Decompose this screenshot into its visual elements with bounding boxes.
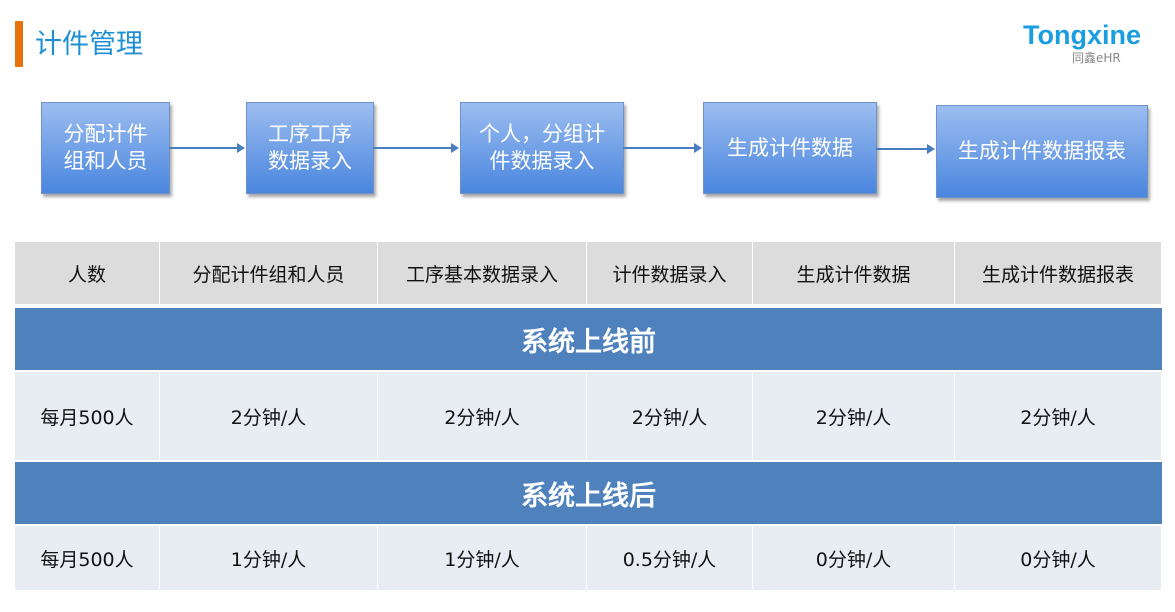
flow-step-text: 个人，分组计 xyxy=(479,122,605,146)
cell: 0分钟/人 xyxy=(753,526,955,590)
cell: 0分钟/人 xyxy=(955,526,1162,590)
flow-arrow xyxy=(169,143,245,153)
flow-arrow xyxy=(876,144,935,154)
section-band-before: 系统上线前 xyxy=(15,308,1162,370)
flow-step-1: 分配计件 组和人员 xyxy=(41,102,170,194)
cell: 2分钟/人 xyxy=(160,372,378,460)
flow-step-text: 生成计件数据 xyxy=(727,135,853,160)
flow-step-5: 生成计件数据报表 xyxy=(936,105,1148,198)
logo-wordmark: Tongxine xyxy=(1023,20,1141,50)
flow-arrow xyxy=(623,143,702,153)
col-header: 分配计件组和人员 xyxy=(160,242,378,304)
cell: 1分钟/人 xyxy=(160,526,378,590)
logo: Tongxine 同鑫eHR xyxy=(1012,20,1152,66)
flow-step-text: 生成计件数据报表 xyxy=(958,139,1126,163)
cell: 0.5分钟/人 xyxy=(587,526,753,590)
flow-step-text: 数据录入 xyxy=(268,149,352,173)
col-header: 计件数据录入 xyxy=(587,242,753,304)
cell: 2分钟/人 xyxy=(378,372,587,460)
col-header: 生成计件数据报表 xyxy=(955,242,1162,304)
flow-arrow xyxy=(373,143,459,153)
cell: 2分钟/人 xyxy=(955,372,1162,460)
flow-step-text: 工序工序 xyxy=(268,122,352,146)
flow-step-text: 件数据录入 xyxy=(489,149,595,173)
flow-step-3: 个人，分组计 件数据录入 xyxy=(460,102,624,194)
section-band-after: 系统上线后 xyxy=(15,462,1162,524)
cell: 1分钟/人 xyxy=(378,526,587,590)
cell: 每月500人 xyxy=(15,372,160,460)
cell: 每月500人 xyxy=(15,526,160,590)
flow-step-text: 组和人员 xyxy=(63,149,148,173)
flow-step-2: 工序工序 数据录入 xyxy=(246,102,374,194)
cell: 2分钟/人 xyxy=(587,372,753,460)
table-row: 每月500人 1分钟/人 1分钟/人 0.5分钟/人 0分钟/人 0分钟/人 xyxy=(15,526,1162,590)
title-accent-bar xyxy=(15,21,23,67)
flow-step-text: 分配计件 xyxy=(63,122,148,146)
table-row: 每月500人 2分钟/人 2分钟/人 2分钟/人 2分钟/人 2分钟/人 xyxy=(15,372,1162,460)
page-title: 计件管理 xyxy=(35,29,143,60)
flow-step-4: 生成计件数据 xyxy=(703,102,877,194)
col-header: 人数 xyxy=(15,242,160,304)
col-header: 生成计件数据 xyxy=(753,242,955,304)
logo-sub: 同鑫eHR xyxy=(1072,51,1121,65)
table-header: 人数 分配计件组和人员 工序基本数据录入 计件数据录入 生成计件数据 生成计件数… xyxy=(15,242,1162,304)
col-header: 工序基本数据录入 xyxy=(378,242,587,304)
cell: 2分钟/人 xyxy=(753,372,955,460)
